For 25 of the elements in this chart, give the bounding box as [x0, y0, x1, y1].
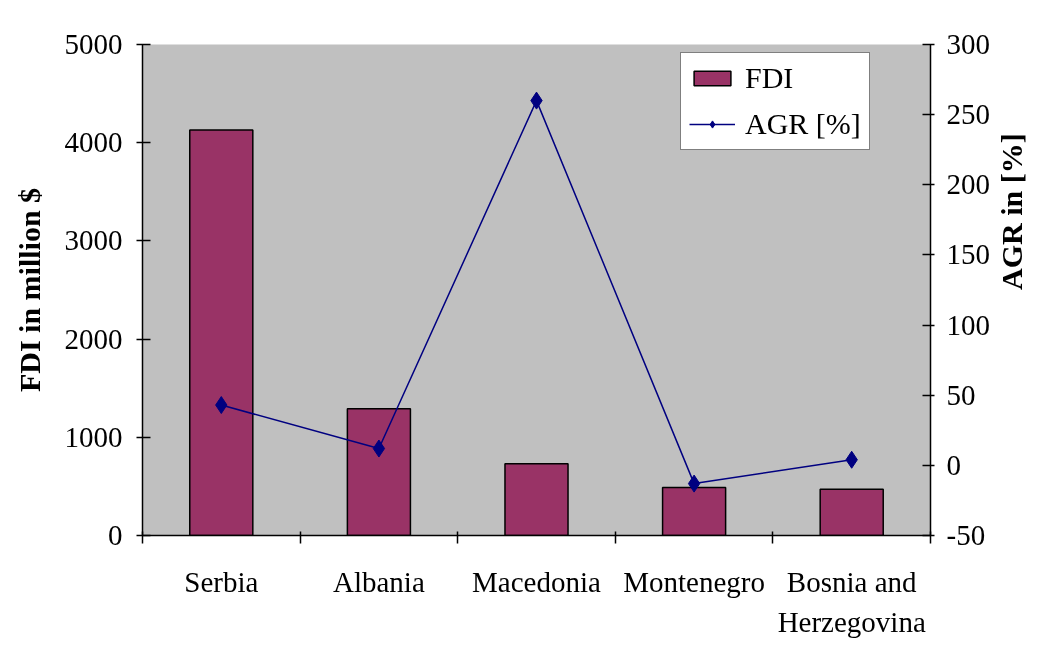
point: [372, 439, 386, 458]
y-tick-label: 1000: [64, 420, 123, 453]
y2-tick-label: 200: [946, 168, 990, 201]
y2-tick-label: 150: [946, 238, 990, 271]
y-tick-label: 2000: [64, 322, 123, 355]
y2-tick-label: -50: [946, 519, 986, 551]
y2-tick-label: 0: [946, 448, 961, 481]
x-tick-label: Montenegro: [623, 565, 765, 598]
legend-label: AGR [%]: [745, 107, 861, 141]
y-axis-title: FDI in million $: [12, 187, 46, 393]
x-tick-label: Macedonia: [472, 565, 602, 598]
y-tick-label: 4000: [64, 126, 123, 159]
y2-tick-label: 300: [946, 28, 990, 60]
legend-label: FDI: [745, 61, 794, 95]
point: [687, 474, 701, 493]
y2-tick-label: 100: [946, 308, 990, 341]
x-tick-label: Bosnia and Herzegovina: [777, 565, 926, 638]
y2-tick-label: 50: [946, 378, 976, 411]
x-tick-label: Albania: [333, 565, 425, 598]
y-tick-label: 0: [108, 519, 123, 551]
x-tick-label: Serbia: [184, 565, 259, 598]
y-tick-label: 5000: [64, 28, 123, 60]
y-tick-label: 3000: [64, 224, 123, 257]
y2-tick-label: 250: [946, 98, 990, 131]
y2-axis-title: AGR in [%]: [994, 133, 1028, 290]
